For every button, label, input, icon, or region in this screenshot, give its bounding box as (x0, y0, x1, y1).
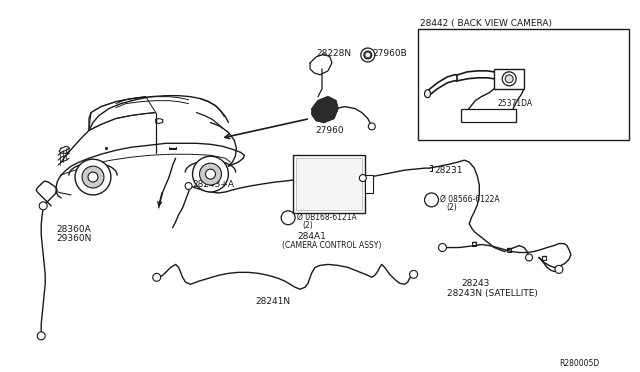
Text: 28228N: 28228N (316, 49, 351, 58)
Polygon shape (312, 97, 338, 122)
Circle shape (366, 54, 369, 57)
Circle shape (75, 159, 111, 195)
Text: 28231: 28231 (435, 166, 463, 175)
Bar (293, 155, 365, 213)
Circle shape (361, 48, 375, 62)
Text: 27960B: 27960B (372, 49, 408, 58)
Circle shape (359, 174, 366, 182)
Text: (CAMERA CONTROL ASSY): (CAMERA CONTROL ASSY) (282, 241, 381, 250)
Circle shape (88, 172, 98, 182)
Text: 28243+A: 28243+A (193, 180, 234, 189)
Text: R280005D: R280005D (559, 359, 599, 368)
Text: S: S (285, 213, 291, 222)
Circle shape (525, 254, 532, 261)
Ellipse shape (424, 90, 431, 98)
Circle shape (193, 156, 228, 192)
Text: 25371DA: 25371DA (497, 99, 532, 108)
Circle shape (200, 163, 221, 185)
Text: 28243: 28243 (461, 279, 490, 288)
Text: (2): (2) (302, 221, 313, 230)
Bar (296, 158, 362, 210)
Circle shape (505, 75, 513, 83)
Text: 28442 ( BACK VIEW CAMERA): 28442 ( BACK VIEW CAMERA) (420, 19, 552, 28)
Circle shape (153, 273, 161, 281)
Text: 28243N (SATELLITE): 28243N (SATELLITE) (447, 289, 538, 298)
Circle shape (368, 123, 375, 130)
Text: 28241N: 28241N (255, 297, 291, 306)
Text: Ø 0B168-6121A: Ø 0B168-6121A (297, 213, 357, 222)
Text: 28360A: 28360A (56, 225, 91, 234)
Bar (417, 29, 628, 140)
Circle shape (37, 332, 45, 340)
Text: 29360N: 29360N (56, 234, 92, 243)
Circle shape (364, 51, 372, 59)
Text: S: S (429, 195, 434, 204)
Circle shape (424, 193, 438, 207)
Circle shape (438, 244, 447, 251)
Circle shape (281, 211, 295, 225)
Circle shape (39, 202, 47, 210)
Circle shape (410, 270, 417, 278)
Circle shape (555, 265, 563, 273)
Circle shape (502, 72, 516, 86)
Circle shape (185, 183, 192, 189)
Bar (365, 175, 372, 193)
Text: (2): (2) (447, 203, 457, 212)
Text: 27960: 27960 (315, 126, 344, 135)
Circle shape (82, 166, 104, 188)
Text: Ø 08566-6122A: Ø 08566-6122A (440, 195, 500, 204)
Circle shape (205, 169, 216, 179)
Bar (461, 109, 516, 122)
Bar (494, 69, 524, 89)
Text: 284A1: 284A1 (297, 232, 326, 241)
